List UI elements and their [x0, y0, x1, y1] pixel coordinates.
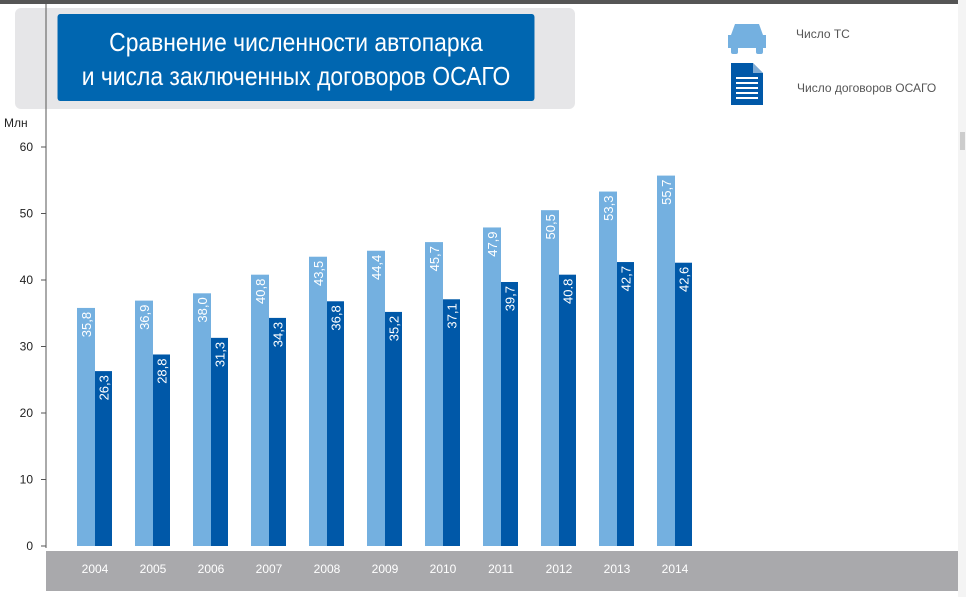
- x-tick-label: 2012: [546, 562, 573, 576]
- bar-contracts: [95, 371, 112, 546]
- bar-contracts: [443, 299, 460, 546]
- data-label: 53,3: [601, 196, 616, 221]
- data-label: 37,1: [445, 303, 460, 328]
- data-label: 31,3: [213, 342, 228, 367]
- x-tick-label: 2009: [372, 562, 399, 576]
- x-tick-label: 2006: [198, 562, 225, 576]
- legend-label-contracts: Число договоров ОСАГО: [797, 81, 937, 95]
- data-label: 28,8: [155, 358, 170, 383]
- bar-vehicles: [425, 242, 443, 546]
- bar-contracts: [153, 354, 170, 546]
- data-label: 39,7: [503, 286, 518, 311]
- data-label: 35,8: [79, 312, 94, 337]
- bar-vehicles: [599, 191, 617, 546]
- data-label: 55,7: [659, 180, 674, 205]
- data-label: 38,0: [195, 297, 210, 322]
- top-border: [0, 0, 958, 4]
- document-icon: [731, 63, 763, 105]
- bar-vehicles: [193, 293, 211, 546]
- chart-title: Сравнение численности автопарка и числа з…: [57, 14, 535, 101]
- x-tick-label: 2004: [82, 562, 109, 576]
- y-axis-label: Млн: [4, 116, 28, 130]
- data-label: 36,9: [137, 305, 152, 330]
- y-tick-label: 60: [20, 140, 34, 154]
- bar-vehicles: [483, 227, 501, 546]
- data-label: 42,6: [677, 267, 692, 292]
- bar-contracts: [675, 262, 692, 546]
- x-tick-label: 2011: [488, 562, 514, 576]
- data-label: 34,3: [271, 322, 286, 347]
- data-label: 40,8: [253, 279, 268, 304]
- y-tick-label: 20: [20, 406, 34, 420]
- bar-vehicles: [541, 210, 559, 547]
- data-label: 35,2: [387, 316, 402, 341]
- data-label: 44,4: [369, 255, 384, 280]
- x-axis-band: [46, 549, 958, 591]
- bar-vehicles: [251, 274, 269, 546]
- bar-vehicles: [77, 307, 95, 546]
- bar-contracts: [385, 311, 402, 546]
- x-tick-label: 2010: [430, 562, 457, 576]
- y-tick-label: 10: [20, 473, 34, 487]
- bar-vehicles: [367, 250, 385, 547]
- y-tick-label: 40: [20, 273, 34, 287]
- x-tick-label: 2007: [256, 562, 283, 576]
- scrollbar-thumb[interactable]: [960, 132, 965, 150]
- bar-contracts: [211, 337, 228, 546]
- x-tick-label: 2013: [604, 562, 631, 576]
- x-tick-label: 2008: [314, 562, 341, 576]
- data-label: 26,3: [97, 375, 112, 400]
- data-label: 50,5: [543, 214, 558, 239]
- y-tick-label: 30: [20, 340, 34, 354]
- data-label: 45,7: [427, 246, 442, 271]
- x-tick-label: 2005: [140, 562, 167, 576]
- car-icon: [728, 24, 766, 54]
- bar-contracts: [559, 274, 576, 546]
- scrollbar[interactable]: [958, 0, 966, 597]
- bar-vehicles: [309, 256, 327, 546]
- bar-contracts: [269, 317, 286, 546]
- bar-contracts: [501, 281, 518, 546]
- bar-contracts: [617, 262, 634, 546]
- data-label: 43,5: [311, 261, 326, 286]
- data-label: 42,7: [619, 266, 634, 291]
- y-tick-label: 50: [20, 207, 34, 221]
- data-label: 40.8: [561, 279, 576, 304]
- x-tick-label: 2014: [662, 562, 689, 576]
- legend-label-vehicles: Число ТС: [796, 27, 850, 41]
- y-tick-label: 0: [26, 539, 33, 553]
- data-label: 36,8: [329, 305, 344, 330]
- data-label: 47,9: [485, 231, 500, 256]
- bar-vehicles: [135, 300, 153, 546]
- bar-vehicles: [657, 175, 675, 546]
- bar-contracts: [327, 301, 344, 546]
